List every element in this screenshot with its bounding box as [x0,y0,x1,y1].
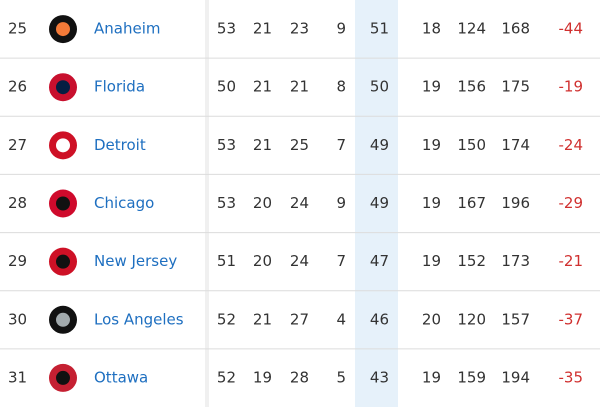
losses: 27 [290,310,309,328]
goal-differential: -29 [559,194,584,212]
games-played: 51 [217,252,236,270]
losses: 28 [290,368,309,386]
losses: 21 [290,78,309,96]
goal-differential: -24 [559,136,584,154]
goals-against: 173 [501,252,530,270]
team-name[interactable]: Los Angeles [94,310,184,328]
overtime-losses: 9 [336,194,346,212]
regulation-wins: 19 [422,252,441,270]
goal-differential: -21 [559,252,584,270]
team-name[interactable]: Ottawa [94,368,148,386]
team-logo-detail [56,22,70,37]
points: 50 [370,78,389,96]
points: 49 [370,194,389,212]
losses: 24 [290,194,309,212]
team-name[interactable]: Detroit [94,136,146,154]
goals-against: 157 [501,310,530,328]
points: 43 [370,368,389,386]
team-name[interactable]: Chicago [94,194,154,212]
points: 51 [370,20,389,38]
overtime-losses: 4 [336,310,346,328]
team-name[interactable]: Anaheim [94,20,160,38]
overtime-losses: 8 [336,78,346,96]
goal-differential: -35 [559,368,584,386]
games-played: 53 [217,194,236,212]
wins: 21 [253,310,272,328]
team-logo-detail [56,196,70,211]
points: 47 [370,252,389,270]
rank: 25 [8,20,27,38]
goals-against: 196 [501,194,530,212]
overtime-losses: 9 [336,20,346,38]
wins: 20 [253,194,272,212]
wins: 21 [253,136,272,154]
losses: 25 [290,136,309,154]
column-divider [205,0,209,407]
team-logo-detail [56,370,70,385]
regulation-wins: 20 [422,310,441,328]
rank: 29 [8,252,27,270]
games-played: 50 [217,78,236,96]
games-played: 52 [217,368,236,386]
goals-for: 159 [457,368,486,386]
rank: 26 [8,78,27,96]
team-logo-detail [56,254,70,269]
games-played: 53 [217,136,236,154]
rank: 28 [8,194,27,212]
regulation-wins: 18 [422,20,441,38]
goals-for: 120 [457,310,486,328]
games-played: 52 [217,310,236,328]
rank: 30 [8,310,27,328]
goals-for: 167 [457,194,486,212]
regulation-wins: 19 [422,78,441,96]
regulation-wins: 19 [422,368,441,386]
losses: 24 [290,252,309,270]
points: 46 [370,310,389,328]
goal-differential: -44 [559,20,584,38]
goals-against: 174 [501,136,530,154]
goals-for: 150 [457,136,486,154]
losses: 23 [290,20,309,38]
team-logo-detail [56,312,70,327]
goal-differential: -19 [559,78,584,96]
regulation-wins: 19 [422,136,441,154]
goals-against: 194 [501,368,530,386]
overtime-losses: 5 [336,368,346,386]
goals-against: 168 [501,20,530,38]
team-logo-detail [56,80,70,95]
goals-for: 124 [457,20,486,38]
points: 49 [370,136,389,154]
wins: 20 [253,252,272,270]
goals-for: 156 [457,78,486,96]
regulation-wins: 19 [422,194,441,212]
wins: 21 [253,78,272,96]
games-played: 53 [217,20,236,38]
rank: 31 [8,368,27,386]
team-name[interactable]: Florida [94,78,145,96]
rank: 27 [8,136,27,154]
overtime-losses: 7 [336,136,346,154]
points-column-highlight [355,0,398,407]
team-name[interactable]: New Jersey [94,252,177,270]
wins: 21 [253,20,272,38]
wins: 19 [253,368,272,386]
goals-for: 152 [457,252,486,270]
overtime-losses: 7 [336,252,346,270]
goals-against: 175 [501,78,530,96]
goal-differential: -37 [559,310,584,328]
team-logo-detail [56,138,70,153]
